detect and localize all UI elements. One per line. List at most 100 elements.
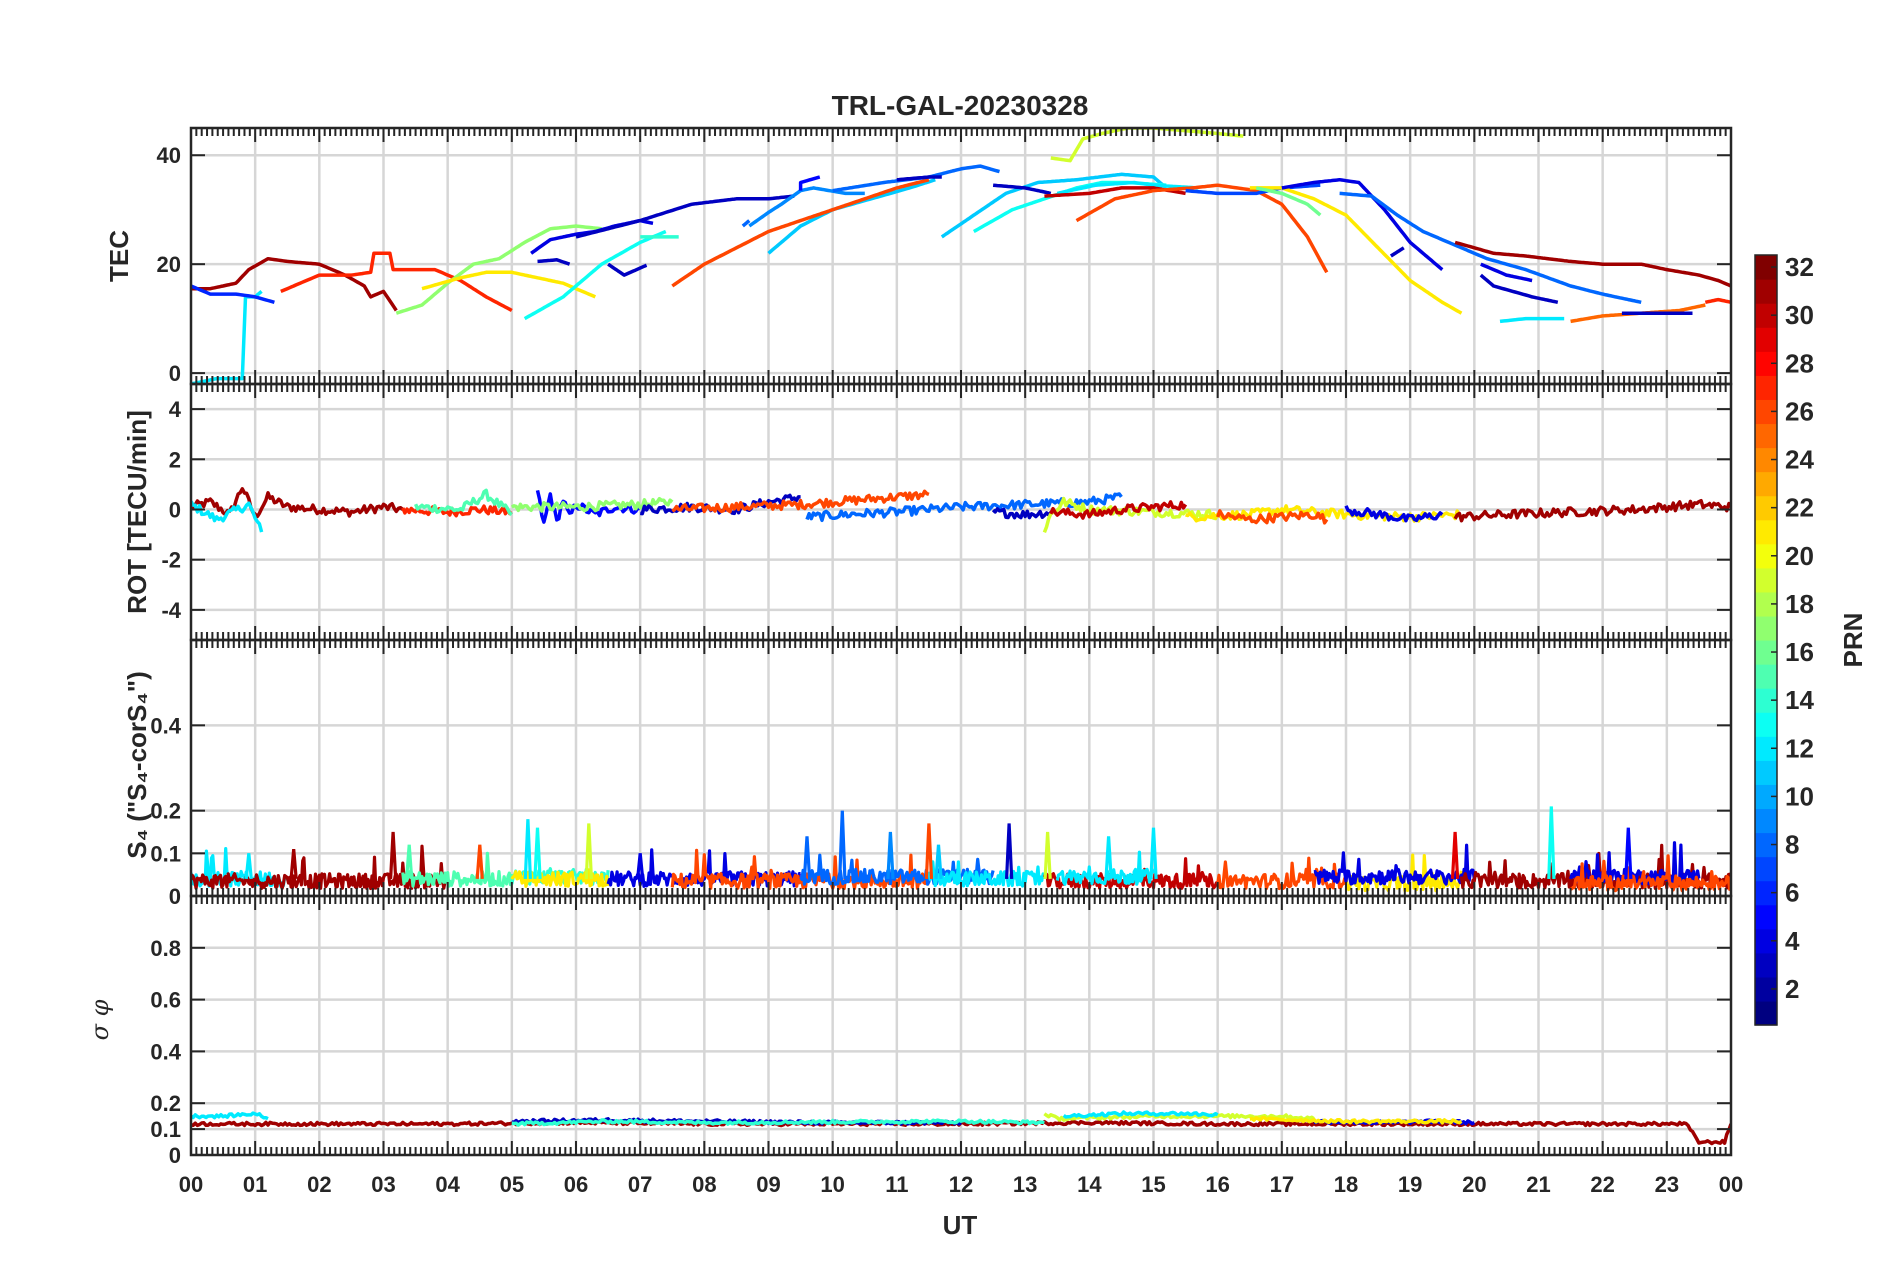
x-tick-label: 15 xyxy=(1141,1172,1165,1197)
colorbar-swatch xyxy=(1755,688,1777,713)
chart-title: TRL-GAL-20230328 xyxy=(832,90,1089,121)
series-prn-11 xyxy=(940,172,1168,239)
colorbar-tick-label: 26 xyxy=(1785,396,1814,426)
x-tick-label: 10 xyxy=(820,1172,844,1197)
x-tick-label: 06 xyxy=(564,1172,588,1197)
colorbar-tick-label: 22 xyxy=(1785,493,1814,523)
y-tick-label: 0 xyxy=(169,497,181,522)
series-prn-31 xyxy=(1453,498,1731,523)
y-tick-label: 20 xyxy=(157,252,181,277)
spike-prn-12 xyxy=(1104,836,1113,879)
series-prn-26 xyxy=(671,489,930,514)
y-axis-label-rot: ROT [TECU/min] xyxy=(122,410,152,614)
colorbar-tick-label: 2 xyxy=(1785,974,1799,1004)
colorbar-swatch xyxy=(1755,736,1777,761)
x-tick-label: 14 xyxy=(1077,1172,1102,1197)
series-prn-26 xyxy=(1569,854,1731,893)
y-tick-label: 0 xyxy=(169,1143,181,1168)
colorbar-swatch xyxy=(1755,664,1777,689)
series-prn-26 xyxy=(1216,509,1329,525)
series-prn-16 xyxy=(1255,186,1322,217)
x-tick-label: 20 xyxy=(1462,1172,1486,1197)
series-prn-12 xyxy=(1062,1110,1219,1119)
series-prn-26 xyxy=(671,178,930,288)
panel-s4: 0 0.1 0.2 0.4S₄ ("S₄-corS₄") xyxy=(122,638,1733,909)
colorbar-swatch xyxy=(1755,760,1777,785)
series-prn-3 xyxy=(991,507,1058,520)
colorbar-tick-label: 12 xyxy=(1785,733,1814,763)
series-prn-3 xyxy=(1389,246,1405,258)
series-prn-12 xyxy=(927,860,1046,888)
series-prn-8 xyxy=(805,492,1123,523)
series-prn-12 xyxy=(1056,180,1199,196)
x-tick-label: 17 xyxy=(1270,1172,1294,1197)
colorbar-swatch xyxy=(1755,279,1777,304)
spike-prn-19 xyxy=(584,823,593,879)
y-tick-label: 0.1 xyxy=(150,1117,181,1142)
series-prn-4 xyxy=(1344,505,1444,523)
x-tick-label: 12 xyxy=(949,1172,973,1197)
x-tick-label: 00 xyxy=(1719,1172,1743,1197)
series-prn-5 xyxy=(798,175,821,191)
spike-prn-8 xyxy=(838,810,847,879)
series-prn-17 xyxy=(510,496,674,513)
series-prn-11 xyxy=(767,178,936,255)
series-prn-4 xyxy=(1281,177,1444,271)
y-tick-label: -4 xyxy=(161,598,181,623)
x-tick-label: 22 xyxy=(1590,1172,1614,1197)
spike-prn-15 xyxy=(405,844,414,880)
colorbar-swatch xyxy=(1755,808,1777,834)
colorbar-tick-label: 28 xyxy=(1785,348,1814,378)
ticks-sigma_phi: 00.10.2 0.4 0.6 0.8 xyxy=(150,896,1732,1168)
series-prn-3 xyxy=(896,175,942,182)
colorbar-swatch xyxy=(1755,303,1777,328)
series-prn-17 xyxy=(395,224,602,315)
colorbar-tick-label: 4 xyxy=(1785,926,1800,956)
colorbar-swatch xyxy=(1755,784,1777,810)
colorbar-tick-label: 16 xyxy=(1785,637,1814,667)
x-tick-label: 13 xyxy=(1013,1172,1037,1197)
colorbar-tick-label: 6 xyxy=(1785,878,1799,908)
series-tec xyxy=(191,128,1731,384)
spike-prn-29 xyxy=(1450,831,1460,879)
spike-prn-11 xyxy=(934,844,943,880)
series-prn-4 xyxy=(530,218,654,255)
series-prn-31 xyxy=(191,256,398,312)
series-prn-3 xyxy=(537,258,571,266)
series-prn-9 xyxy=(748,186,865,228)
spike-prn-12 xyxy=(244,853,253,880)
y-tick-label: 0 xyxy=(169,361,181,386)
x-tick-label: 21 xyxy=(1526,1172,1550,1197)
x-tick-label: 09 xyxy=(756,1172,780,1197)
x-tick-label: 00 xyxy=(179,1172,203,1197)
spike-prn-12 xyxy=(523,819,532,879)
series-s4 xyxy=(191,806,1731,893)
colorbar-swatch xyxy=(1755,928,1777,954)
ticks-tec: 0 20 40 xyxy=(157,128,1732,386)
spike-prn-19 xyxy=(1043,831,1052,879)
spike-prn-12 xyxy=(1149,827,1158,879)
colorbar-tick-label: 8 xyxy=(1785,830,1799,860)
colorbar-swatch xyxy=(1755,351,1777,376)
colorbar-tick-label: 24 xyxy=(1785,445,1814,475)
y-tick-label: 0.6 xyxy=(150,988,181,1013)
colorbar-swatch xyxy=(1755,399,1777,425)
y-tick-label: 0.2 xyxy=(150,799,181,824)
series-prn-3 xyxy=(1479,273,1559,305)
x-tick-label: 05 xyxy=(500,1172,524,1197)
series-prn-6 xyxy=(191,284,275,304)
series-prn-27 xyxy=(401,504,513,518)
series-prn-31 xyxy=(1454,240,1731,288)
y-axis-label-sigma_phi: σ φ xyxy=(86,999,114,1040)
colorbar-swatch xyxy=(1755,712,1777,737)
colorbar-swatch xyxy=(1755,832,1777,858)
x-tick-label: 16 xyxy=(1205,1172,1229,1197)
colorbar-swatch xyxy=(1755,1000,1777,1026)
series-prn-21 xyxy=(1249,1115,1463,1125)
colorbar-swatch xyxy=(1755,880,1777,906)
series-rot xyxy=(191,487,1731,534)
series-prn-4 xyxy=(1480,262,1533,283)
spike-prn-8 xyxy=(802,836,812,879)
